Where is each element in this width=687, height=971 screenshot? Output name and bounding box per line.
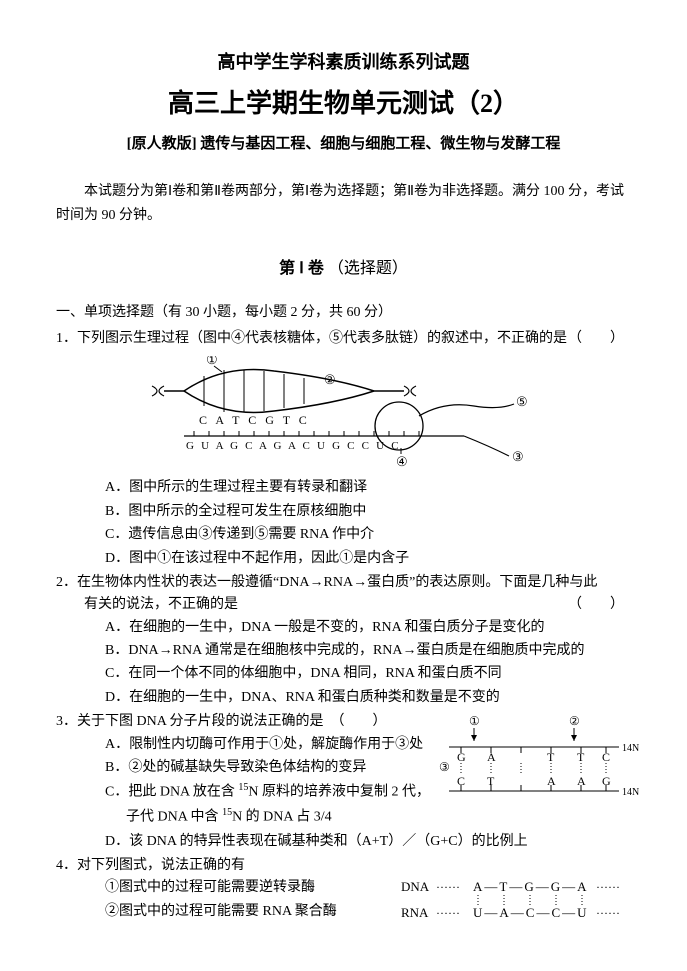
q1-fig-bases-bot: G U A G C A G A C U G C C U C [186, 440, 401, 452]
q1-fig-label-4: ④ [396, 454, 408, 469]
q4-stem: 对下列图式，说法正确的有 [77, 858, 245, 873]
q2-paren: （ ） [568, 594, 631, 616]
q1-fig-label-2: ② [324, 372, 336, 387]
q1-paren: （ ） [568, 328, 631, 350]
doc-series-title: 高中学生学科素质训练系列试题 [56, 48, 631, 77]
q4-dna-label: DNA [401, 879, 430, 894]
q4-num: 4． [56, 858, 77, 873]
svg-text:······: ······ [596, 880, 620, 894]
question-2: 2．在生物体内性状的表达一般遵循“DNA→RNA→蛋白质”的表达原则。下面是几种… [56, 572, 631, 709]
q2-opt-c: C．在同一个体不同的体细胞中，DNA 相同，RNA 和蛋白质不同 [105, 663, 631, 685]
q1-fig-label-1: ① [206, 356, 218, 367]
doc-main-title: 高三上学期生物单元测试（2） [56, 83, 631, 125]
q1-num: 1． [56, 331, 77, 346]
q3-opt-d: D．该 DNA 的特异性表现在碱基种类和（A+T）／（G+C）的比例上 [105, 831, 631, 853]
q1-figure: ① ② C A T C G T C G U A G C A G A C U G … [56, 356, 631, 471]
question-3: 3．关于下图 DNA 分子片段的说法正确的是 （ ） ① ② G A T T C [56, 711, 631, 853]
part-1-sublabel: （选择题） [328, 260, 408, 277]
q1-opt-d: D．图中①在该过程中不起作用，因此①是内含子 [105, 548, 631, 570]
q3-opt-a: A．限制性内切酶可作用于①处，解旋酶作用于③处 [105, 734, 431, 756]
svg-text:······: ······ [436, 906, 460, 920]
q3-stem: 关于下图 DNA 分子片段的说法正确的是 （ ） [77, 714, 387, 729]
q3-fig-l1: ① [469, 714, 480, 728]
q3-n-bot: 14N [622, 787, 639, 798]
q1-fig-label-5: ⑤ [516, 394, 528, 409]
q3-fig-l2: ② [569, 714, 580, 728]
q3-opt-b: B．②处的碱基缺失导致染色体结构的变异 [105, 757, 431, 779]
question-1: 1．下列图示生理过程（图中④代表核糖体，⑤代表多肽链）的叙述中，不正确的是 （ … [56, 328, 631, 570]
q3-opt-c-cont: 子代 DNA 中含 15N 的 DNA 占 3/4 [105, 805, 431, 829]
svg-text:······: ······ [596, 906, 620, 920]
question-4: 4．对下列图式，说法正确的有 ①图式中的过程可能需要逆转录酶 ②图式中的过程可能… [56, 855, 631, 923]
q3-figure: ① ② G A T T C ③ C T A A [439, 713, 639, 811]
q1-stem: 1．下列图示生理过程（图中④代表核糖体，⑤代表多肽链）的叙述中，不正确的是 （ … [56, 328, 631, 350]
q1-opt-c: C．遗传信息由③传递到⑤需要 RNA 作中介 [105, 524, 631, 546]
q2-stem2: 有关的说法，不正确的是 [84, 597, 238, 612]
q1-fig-label-3: ③ [512, 449, 524, 464]
q4-rna-seq: U—A—C—C—U [473, 905, 589, 920]
section-1-header: 一、单项选择题（有 30 小题，每小题 2 分，共 60 分） [56, 302, 631, 324]
q1-fig-bases-top: C A T C G T C [199, 413, 310, 427]
q1-opt-a: A．图中所示的生理过程主要有转录和翻译 [105, 477, 631, 499]
q3-n-top: 14N [622, 743, 639, 754]
q2-opt-a: A．在细胞的一生中，DNA 一般是不变的，RNA 和蛋白质分子是变化的 [105, 617, 631, 639]
q4-dna-seq: A—T—G—G—A [473, 879, 589, 894]
q3-opt-c: C．把此 DNA 放在含 15N 原料的培养液中复制 2 代， [105, 780, 431, 804]
q2-opt-d: D．在细胞的一生中，DNA、RNA 和蛋白质种类和数量是不变的 [105, 687, 631, 709]
q1-opt-b: B．图中所示的全过程可发生在原核细胞中 [105, 501, 631, 523]
q3-fig-l3: ③ [439, 760, 450, 774]
svg-text:······: ······ [436, 880, 460, 894]
part-1-label: 第 Ⅰ 卷 [279, 260, 324, 277]
q4-rna-label: RNA [401, 905, 429, 920]
doc-subtitle: [原人教版] 遗传与基因工程、细胞与细胞工程、微生物与发酵工程 [56, 132, 631, 156]
exam-intro: 本试题分为第Ⅰ卷和第Ⅱ卷两部分，第Ⅰ卷为选择题；第Ⅱ卷为非选择题。满分 100 … [56, 180, 631, 228]
q4-opt-2: ②图式中的过程可能需要 RNA 聚合酶 [105, 901, 401, 923]
q1-text: 下列图示生理过程（图中④代表核糖体，⑤代表多肽链）的叙述中，不正确的是 [77, 331, 567, 346]
q4-figure: DNA ······ A—T—G—G—A ······ RNA ······ U… [401, 877, 631, 929]
q2-stem1: 在生物体内性状的表达一般遵循“DNA→RNA→蛋白质”的表达原则。下面是几种与此 [77, 575, 597, 590]
q3-num: 3． [56, 714, 77, 729]
q2-num: 2． [56, 575, 77, 590]
part-1-header: 第 Ⅰ 卷 （选择题） [56, 256, 631, 282]
q2-opt-b: B．DNA→RNA 通常是在细胞核中完成的，RNA→蛋白质是在细胞质中完成的 [105, 640, 631, 662]
q4-opt-1: ①图式中的过程可能需要逆转录酶 [105, 877, 401, 899]
